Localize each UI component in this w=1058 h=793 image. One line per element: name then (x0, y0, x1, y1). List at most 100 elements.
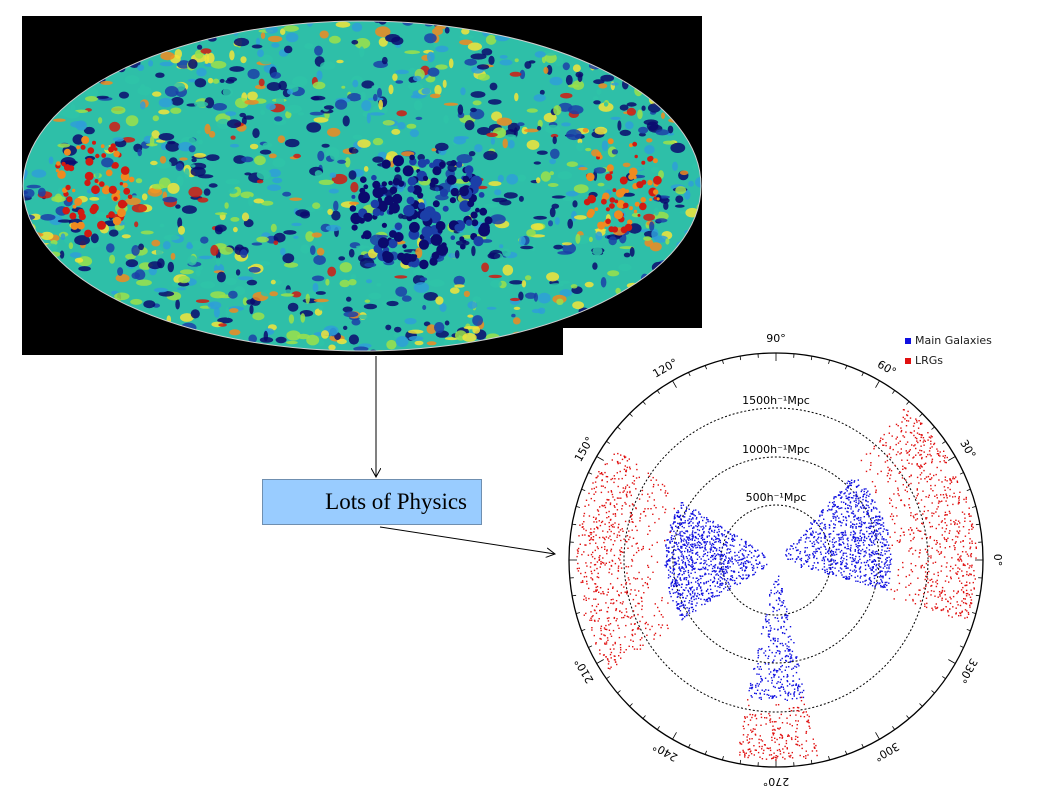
main-galaxy-point (781, 588, 783, 590)
main-galaxy-point (715, 541, 717, 543)
main-galaxy-point (845, 488, 847, 490)
main-galaxy-point (749, 682, 752, 685)
survey-tick (971, 506, 977, 508)
lrg-point (926, 578, 929, 580)
main-galaxy-point (795, 546, 797, 549)
lrg-point (975, 557, 977, 559)
lrg-point (974, 542, 977, 544)
main-galaxy-point (702, 534, 704, 536)
main-galaxy-point (813, 536, 815, 539)
cmb-fluctuation-spot (454, 136, 469, 140)
main-galaxy-point (872, 552, 874, 555)
cmb-fluctuation-spot (268, 320, 276, 324)
main-galaxy-point (680, 614, 683, 616)
lrg-point (904, 505, 906, 507)
main-galaxy-point (884, 574, 887, 576)
main-galaxy-point (700, 562, 702, 564)
cmb-fluctuation-spot (444, 27, 450, 34)
cmb-cold-spot (363, 184, 369, 190)
main-galaxy-point (695, 531, 697, 534)
main-galaxy-point (858, 502, 860, 504)
main-galaxy-point (788, 646, 790, 648)
main-galaxy-point (792, 659, 794, 661)
cmb-fluctuation-spot (572, 64, 581, 72)
cmb-fluctuation-spot (335, 99, 348, 110)
lrg-point (908, 462, 910, 464)
main-galaxy-point (830, 568, 832, 570)
cmb-fluctuation-spot (370, 109, 379, 113)
main-galaxy-point (839, 551, 841, 553)
survey-tick (845, 365, 848, 370)
main-galaxy-point (729, 544, 732, 546)
lrg-point (925, 456, 928, 458)
main-galaxy-point (858, 555, 861, 558)
main-galaxy-point (846, 563, 848, 565)
lrg-point (886, 454, 888, 457)
main-galaxy-point (849, 526, 852, 528)
main-galaxy-point (774, 655, 776, 657)
main-galaxy-point (850, 525, 852, 527)
cmb-fluctuation-spot (533, 215, 547, 220)
main-galaxy-point (715, 525, 717, 528)
main-galaxy-point (695, 537, 698, 539)
main-galaxy-point (689, 544, 692, 546)
main-galaxy-point (677, 556, 680, 558)
main-galaxy-point (700, 575, 702, 577)
main-galaxy-point (669, 558, 671, 560)
main-galaxy-point (779, 681, 781, 683)
cmb-fluctuation-spot (460, 87, 466, 96)
main-galaxy-point (769, 595, 771, 597)
main-galaxy-point (679, 514, 682, 517)
lrg-point (906, 459, 909, 461)
lrg-point (906, 414, 908, 416)
main-galaxy-point (813, 556, 815, 559)
cmb-cold-spot (359, 187, 366, 194)
main-galaxy-point (869, 539, 871, 541)
main-galaxy-point (696, 577, 698, 579)
main-galaxy-point (689, 593, 691, 595)
lrg-point (944, 522, 946, 524)
lrg-point (914, 593, 917, 595)
cmb-hot-spot (108, 146, 115, 153)
main-galaxy-point (786, 680, 789, 683)
cmb-fluctuation-spot (406, 123, 417, 129)
main-galaxy-point (849, 557, 852, 559)
cmb-fluctuation-spot (597, 182, 605, 187)
main-galaxy-point (868, 495, 870, 497)
survey-tick (875, 380, 880, 388)
cmb-fluctuation-spot (229, 329, 241, 336)
main-galaxy-point (711, 555, 713, 557)
main-galaxy-point (786, 548, 788, 550)
main-galaxy-point (694, 536, 697, 539)
main-galaxy-point (681, 583, 683, 586)
lrg-point (936, 542, 938, 544)
main-galaxy-point (826, 573, 829, 575)
survey-tick (942, 676, 946, 680)
lrg-point (939, 455, 941, 457)
main-galaxy-point (746, 560, 748, 562)
lrg-point (653, 499, 655, 501)
cmb-fluctuation-spot (572, 200, 578, 208)
main-galaxy-point (685, 506, 688, 508)
cmb-fluctuation-spot (435, 142, 449, 151)
cmb-cold-spot (479, 207, 488, 216)
main-galaxy-point (684, 564, 687, 566)
main-galaxy-point (700, 589, 703, 591)
main-galaxy-point (871, 569, 873, 572)
cmb-fluctuation-spot (408, 67, 417, 75)
main-galaxy-point (793, 543, 795, 545)
main-galaxy-point (677, 511, 680, 513)
main-galaxy-point (841, 522, 843, 524)
main-galaxy-point (866, 530, 868, 533)
cmb-fluctuation-spot (51, 195, 66, 203)
main-galaxy-point (700, 598, 702, 600)
main-galaxy-point (680, 541, 682, 543)
main-galaxy-point (886, 529, 889, 531)
main-galaxy-point (699, 562, 701, 565)
main-galaxy-point (676, 604, 678, 607)
cmb-fluctuation-spot (364, 299, 371, 303)
main-galaxy-point (676, 607, 678, 609)
lrg-point (957, 501, 960, 503)
main-galaxy-point (760, 698, 762, 700)
cmb-fluctuation-spot (617, 120, 622, 131)
